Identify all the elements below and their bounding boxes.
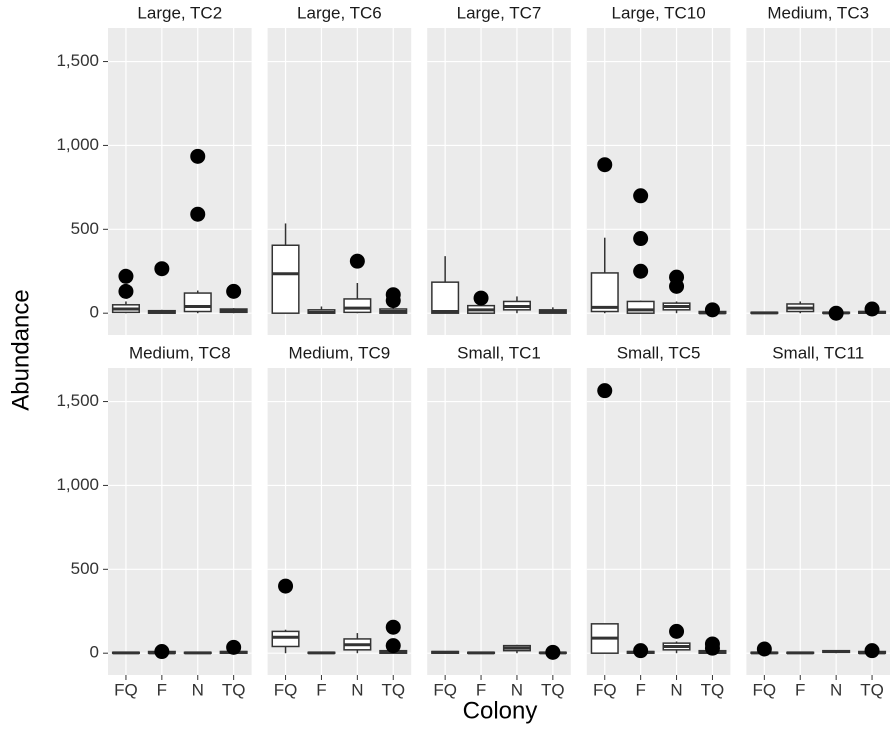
outlier <box>756 641 772 657</box>
y-axis-title: Abundance <box>7 289 34 410</box>
y-tick-label: 1,000 <box>56 475 99 494</box>
strip-title: Small, TC1 <box>457 343 541 362</box>
outlier <box>633 263 649 279</box>
outlier <box>864 643 880 659</box>
x-tick-label: FQ <box>433 680 457 699</box>
outlier <box>190 148 206 164</box>
x-tick-label: F <box>316 680 326 699</box>
x-tick-label: TQ <box>860 680 884 699</box>
box <box>626 300 655 314</box>
x-tick-label: N <box>670 680 682 699</box>
box <box>271 244 300 314</box>
x-tick-label: FQ <box>114 680 138 699</box>
panel <box>108 28 252 335</box>
x-tick-label: N <box>192 680 204 699</box>
strip-title: Medium, TC3 <box>767 3 869 22</box>
outlier <box>669 623 685 639</box>
outlier <box>226 283 242 299</box>
strip-title: Large, TC10 <box>611 3 705 22</box>
outlier <box>118 268 134 284</box>
y-tick-label: 1,500 <box>56 391 99 410</box>
outlier <box>704 640 720 656</box>
outlier <box>633 643 649 659</box>
panel <box>746 28 890 335</box>
x-tick-label: TQ <box>541 680 565 699</box>
outlier <box>226 639 242 655</box>
x-tick-label: TQ <box>701 680 725 699</box>
outlier <box>154 644 170 660</box>
strip-title: Large, TC2 <box>137 3 222 22</box>
outlier <box>473 290 489 306</box>
strip-title: Large, TC7 <box>457 3 542 22</box>
x-tick-label: N <box>830 680 842 699</box>
outlier <box>864 301 880 317</box>
x-tick-label: F <box>476 680 486 699</box>
strip-title: Medium, TC9 <box>289 343 391 362</box>
x-tick-label: F <box>635 680 645 699</box>
strip-title: Medium, TC8 <box>129 343 231 362</box>
outlier <box>154 261 170 277</box>
box <box>183 292 212 313</box>
panel <box>108 368 252 675</box>
x-tick-label: F <box>795 680 805 699</box>
box <box>271 630 300 648</box>
outlier <box>597 157 613 173</box>
y-tick-label: 0 <box>90 303 99 322</box>
y-tick-label: 1,500 <box>56 51 99 70</box>
strip-title: Large, TC6 <box>297 3 382 22</box>
strip-title: Small, TC11 <box>772 343 864 362</box>
x-tick-label: FQ <box>753 680 777 699</box>
y-tick-label: 1,000 <box>56 135 99 154</box>
outlier <box>633 231 649 247</box>
panel <box>427 368 571 675</box>
x-tick-label: F <box>157 680 167 699</box>
outlier <box>597 383 613 399</box>
x-tick-label: TQ <box>381 680 405 699</box>
y-tick-label: 500 <box>71 559 99 578</box>
outlier <box>669 278 685 294</box>
x-axis-title: Colony <box>463 697 538 724</box>
outlier <box>704 302 720 318</box>
y-tick-label: 0 <box>90 643 99 662</box>
box <box>590 272 619 313</box>
strip-title: Small, TC5 <box>617 343 701 362</box>
panel <box>746 368 890 675</box>
y-tick-label: 500 <box>71 219 99 238</box>
x-tick-label: TQ <box>222 680 246 699</box>
outlier <box>190 206 206 222</box>
box <box>343 298 372 314</box>
x-tick-label: FQ <box>593 680 617 699</box>
outlier <box>545 644 561 660</box>
outlier <box>385 638 401 654</box>
box <box>431 281 460 314</box>
outlier <box>118 283 134 299</box>
x-tick-label: N <box>511 680 523 699</box>
outlier <box>633 188 649 204</box>
outlier <box>278 578 294 594</box>
outlier <box>349 253 365 269</box>
x-tick-label: N <box>351 680 363 699</box>
outlier <box>385 619 401 635</box>
outlier <box>828 305 844 321</box>
x-tick-label: FQ <box>274 680 298 699</box>
outlier <box>385 293 401 309</box>
